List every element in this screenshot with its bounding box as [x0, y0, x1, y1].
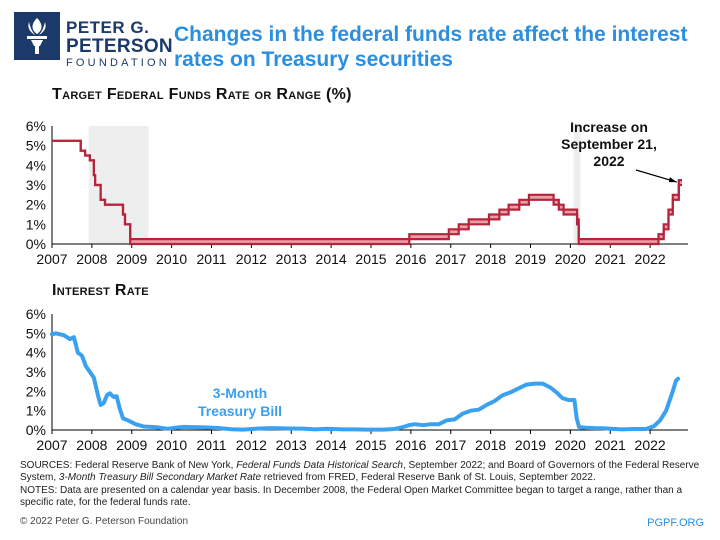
bottom-y-tick-label: 5%	[26, 325, 46, 341]
top-x-tick-label: 2007	[36, 251, 67, 267]
logo-name-line3: FOUNDATION	[66, 57, 170, 69]
bottom-chart-title: Interest Rate	[52, 282, 149, 299]
torch-logo-icon	[14, 12, 60, 60]
bottom-x-tick-label: 2012	[236, 437, 267, 453]
bottom-x-tick-label: 2010	[156, 437, 187, 453]
top-x-tick-label: 2009	[116, 251, 147, 267]
top-x-tick-label: 2019	[515, 251, 546, 267]
bottom-x-tick-label: 2016	[395, 437, 426, 453]
top-y-tick-label: 1%	[26, 216, 46, 232]
bottom-x-tick-label: 2019	[515, 437, 546, 453]
federal-funds-rate-chart: 0% 1% 2% 3% 4% 5% 6% 2007 2008 2009 2010 2011 2012 20…	[26, 118, 688, 267]
top-x-tick-label: 2012	[236, 251, 267, 267]
top-y-tick-label: 3%	[26, 177, 46, 193]
bottom-y-tick-label: 4%	[26, 345, 46, 361]
page-title: Changes in the federal funds rate affect…	[174, 23, 688, 71]
bottom-y-tick-label: 3%	[26, 364, 46, 380]
bottom-x-tick-label: 2022	[635, 437, 666, 453]
top-y-tick-label: 5%	[26, 138, 46, 154]
notes-text: NOTES: Data are presented on a calendar …	[20, 484, 683, 508]
top-y-tick-label: 0%	[26, 236, 46, 252]
sources-text-a: SOURCES: Federal Reserve Bank of New Yor…	[20, 460, 237, 471]
bottom-x-tick-label: 2021	[595, 437, 626, 453]
top-x-tick-label: 2008	[76, 251, 107, 267]
top-x-tick-label: 2014	[316, 251, 347, 267]
top-x-tick-label: 2013	[276, 251, 307, 267]
bottom-y-tick-label: 0%	[26, 422, 46, 438]
bottom-y-tick-label: 2%	[26, 383, 46, 399]
bottom-x-tick-label: 2014	[316, 437, 347, 453]
bottom-x-tick-label: 2017	[435, 437, 466, 453]
sources-text-d: 3-Month Treasury Bill Secondary Market R…	[58, 472, 262, 484]
funds-rate-lower-line	[52, 139, 682, 246]
top-x-tick-label: 2015	[355, 251, 386, 267]
top-x-tick-label: 2010	[156, 251, 187, 267]
annotation-text-line: Increase on	[570, 119, 648, 135]
top-x-tick-label: 2018	[475, 251, 506, 267]
annotation-arrowhead	[668, 177, 677, 183]
top-chart-title: Target Federal Funds Rate or Range (%)	[52, 86, 352, 103]
top-x-tick-label: 2020	[555, 251, 586, 267]
logo-name-line2: PETERSON	[66, 36, 173, 57]
bottom-x-tick-label: 2013	[276, 437, 307, 453]
treasury-bill-line	[50, 331, 680, 432]
footer-notes: SOURCES: Federal Reserve Bank of New Yor…	[20, 460, 710, 509]
series-label-line1: 3-Month	[213, 385, 267, 401]
bottom-x-tick-label: 2015	[355, 437, 386, 453]
annotation-text-line: 2022	[593, 153, 624, 169]
top-x-tick-label: 2021	[595, 251, 626, 267]
bottom-x-tick-label: 2020	[555, 437, 586, 453]
sources-text-c: , September 2022; and Board of Governors…	[20, 460, 700, 484]
top-x-tick-label: 2016	[395, 251, 426, 267]
top-y-tick-label: 2%	[26, 197, 46, 213]
bottom-x-tick-label: 2008	[76, 437, 107, 453]
top-x-tick-label: 2022	[635, 251, 666, 267]
logo-name-line1: PETER G.	[66, 18, 150, 37]
bottom-x-tick-label: 2011	[196, 437, 226, 453]
site-link[interactable]: PGPF.ORG	[647, 517, 704, 529]
series-label-line2: Treasury Bill	[198, 403, 282, 419]
bottom-x-tick-label: 2009	[116, 437, 147, 453]
bottom-y-tick-label: 6%	[26, 306, 46, 322]
recession-shade	[573, 126, 581, 244]
top-x-tick-label: 2017	[435, 251, 466, 267]
bottom-x-tick-label: 2018	[475, 437, 506, 453]
top-y-tick-label: 4%	[26, 157, 46, 173]
foundation-logo: PETER G. PETERSON FOUNDATION	[14, 12, 173, 69]
top-y-tick-label: 6%	[26, 118, 46, 134]
bottom-y-tick-label: 1%	[26, 403, 46, 419]
treasury-bill-chart: 0% 1% 2% 3% 4% 5% 6% 2007 2008 2009 2010 2011 2012 20…	[26, 306, 688, 453]
sources-text-e: retrieved from FRED, Federal Reserve Ban…	[261, 472, 596, 484]
top-x-tick-label: 2011	[196, 251, 226, 267]
copyright-text: © 2022 Peter G. Peterson Foundation	[20, 516, 189, 527]
bottom-x-tick-label: 2007	[36, 437, 67, 453]
annotation-text-line: September 21,	[561, 136, 657, 152]
sources-text-b: Federal Funds Data Historical Search	[236, 460, 403, 471]
